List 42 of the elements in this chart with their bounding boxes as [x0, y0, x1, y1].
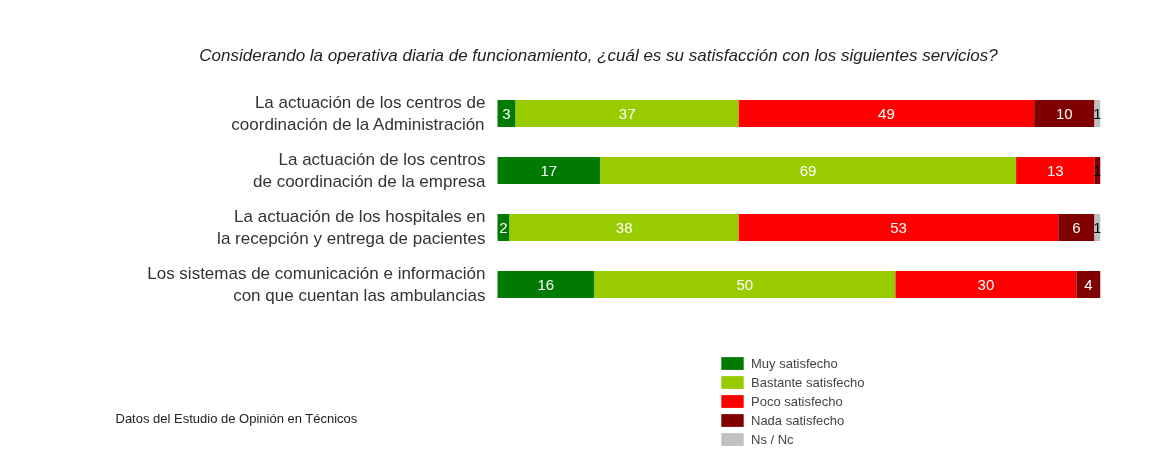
- data-label: 6: [1072, 218, 1081, 236]
- data-label: 53: [890, 218, 907, 236]
- legend-label: Muy satisfecho: [751, 355, 838, 371]
- legend-label: Ns / Nc: [751, 431, 794, 447]
- bar: [497, 157, 601, 184]
- y-tick-label: La actuación de los centros de coordinación de la Administración: [231, 92, 486, 135]
- legend-label: Nada satisfecho: [751, 412, 845, 428]
- text: Datos del Estudio de Opinión en Técnicos: [115, 411, 358, 426]
- bar: [738, 214, 1059, 241]
- bar: [497, 271, 594, 298]
- bar: [515, 100, 739, 127]
- data-label: 30: [977, 275, 995, 293]
- data-label: 10: [1055, 104, 1073, 122]
- bar: [1076, 271, 1101, 298]
- bar: [509, 214, 739, 241]
- legend-label: Bastante satisfecho: [751, 374, 865, 390]
- data-label: 4: [1084, 275, 1093, 293]
- y-tick-label: La actuación de los centros de coordinación de la empresa: [253, 149, 487, 192]
- bar: [1016, 157, 1095, 184]
- bar: [738, 100, 1035, 127]
- data-label: 16: [537, 275, 555, 293]
- y-tick-label: La actuación de los hospitales en la recepción y entrega de pacientes: [217, 206, 486, 249]
- data-label: 1: [1093, 104, 1102, 122]
- legend-label: Poco satisfecho: [751, 393, 843, 409]
- bar: [497, 100, 516, 127]
- data-label: 38: [615, 218, 633, 236]
- chart-title: Considerando la operativa diaria de funcionamiento, ¿cuál es su satisfacción con los siguientes servicios?: [199, 46, 999, 65]
- bar: [1058, 214, 1095, 241]
- y-tick-label: Los sistemas de comunicación e información con que cuentan las ambulancias: [147, 263, 486, 306]
- data-label: 17: [540, 161, 558, 179]
- data-label: 3: [502, 104, 511, 122]
- bar: [593, 271, 896, 298]
- data-label: 50: [736, 275, 754, 293]
- bar: [895, 271, 1077, 298]
- data-label: 49: [878, 104, 895, 122]
- data-label: 69: [799, 161, 817, 179]
- bar: [600, 157, 1017, 184]
- data-label: 1: [1093, 218, 1102, 236]
- data-label: 2: [499, 218, 508, 236]
- data-label: 13: [1046, 161, 1064, 179]
- data-label: 37: [618, 104, 636, 122]
- bar: [1034, 100, 1095, 127]
